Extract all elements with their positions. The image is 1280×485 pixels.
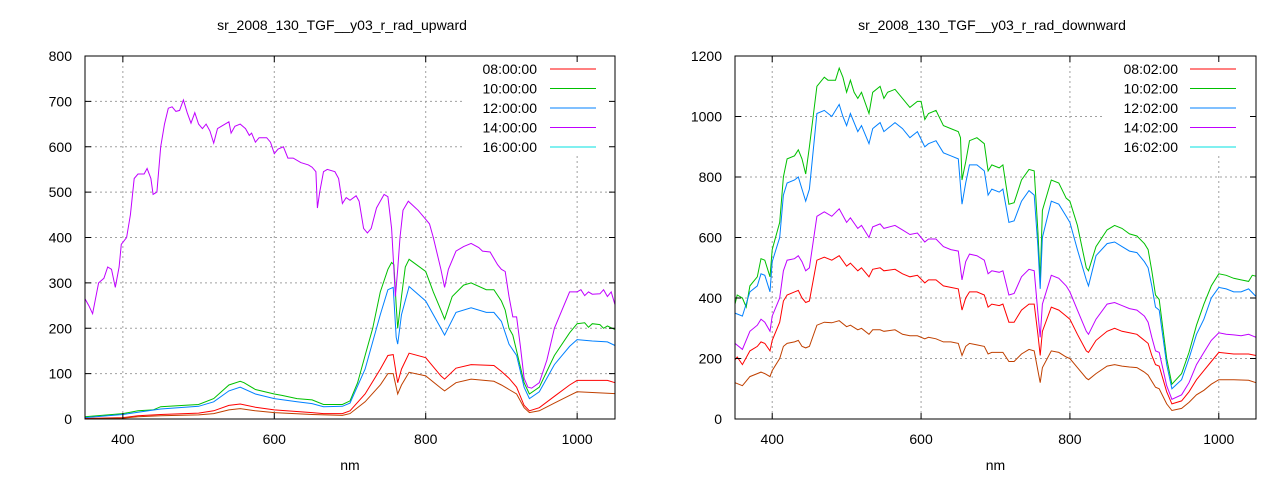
series-line-10-00-00 [84, 258, 616, 418]
x-axis-label: nm [340, 457, 359, 473]
x-tick-label: 400 [761, 431, 785, 447]
y-tick-label: 600 [49, 139, 73, 155]
legend-label: 16:02:00 [1124, 139, 1179, 155]
legend-label: 08:00:00 [483, 61, 538, 77]
y-tick-label: 400 [699, 290, 723, 306]
y-tick-label: 0 [64, 411, 72, 427]
plot-upward: 400 600 800 1000 0 100 200 300 400 500 600 700 800 sr… [49, 17, 616, 473]
series-line-14-02-00 [734, 207, 1257, 400]
legend-label: 16:00:00 [483, 139, 538, 155]
plot-downward: 400 600 800 1000 0 200 400 600 800 1000 1200 sr_200… [691, 17, 1257, 473]
series-line-16-00-00 [84, 371, 616, 420]
y-tick-label: 600 [699, 230, 723, 246]
chart-title: sr_2008_130_TGF__y03_r_rad_downward [858, 17, 1126, 33]
series-line-10-02-00 [734, 66, 1257, 386]
legend-label: 12:00:00 [483, 100, 538, 116]
y-tick-label: 200 [49, 320, 73, 336]
legend-box [1103, 58, 1254, 156]
y-tick-label: 800 [699, 169, 723, 185]
y-tick-label: 800 [49, 48, 73, 64]
series-line-08-00-00 [84, 352, 616, 419]
legend-label: 08:02:00 [1124, 61, 1179, 77]
y-tick-label: 1200 [691, 48, 722, 64]
y-tick-label: 500 [49, 184, 73, 200]
x-tick-label: 600 [263, 431, 287, 447]
x-tick-label: 1000 [1203, 431, 1234, 447]
x-tick-label: 1000 [562, 431, 593, 447]
series-line-16-02-00 [734, 320, 1257, 412]
y-tick-label: 100 [49, 366, 73, 382]
series-line-12-00-00 [84, 285, 616, 419]
legend-box [462, 58, 613, 156]
legend-label: 10:00:00 [483, 81, 538, 97]
series-line-08-02-00 [734, 255, 1257, 405]
series-line-14-00-00 [84, 98, 616, 389]
y-tick-label: 300 [49, 275, 73, 291]
y-tick-label: 0 [714, 411, 722, 427]
chart-title: sr_2008_130_TGF__y03_r_rad_upward [217, 17, 467, 33]
series-line-12-02-00 [734, 103, 1257, 390]
legend-label: 10:02:00 [1124, 81, 1179, 97]
legend-label: 14:00:00 [483, 120, 538, 136]
legend-label: 12:02:00 [1124, 100, 1179, 116]
x-tick-label: 400 [111, 431, 135, 447]
y-tick-label: 200 [699, 351, 723, 367]
x-axis-label: nm [986, 457, 1005, 473]
legend-label: 14:02:00 [1124, 120, 1179, 136]
x-tick-label: 800 [1058, 431, 1082, 447]
x-tick-label: 800 [414, 431, 438, 447]
x-tick-label: 600 [909, 431, 933, 447]
y-tick-label: 700 [49, 93, 73, 109]
y-tick-label: 1000 [691, 109, 722, 125]
y-tick-label: 400 [49, 230, 73, 246]
